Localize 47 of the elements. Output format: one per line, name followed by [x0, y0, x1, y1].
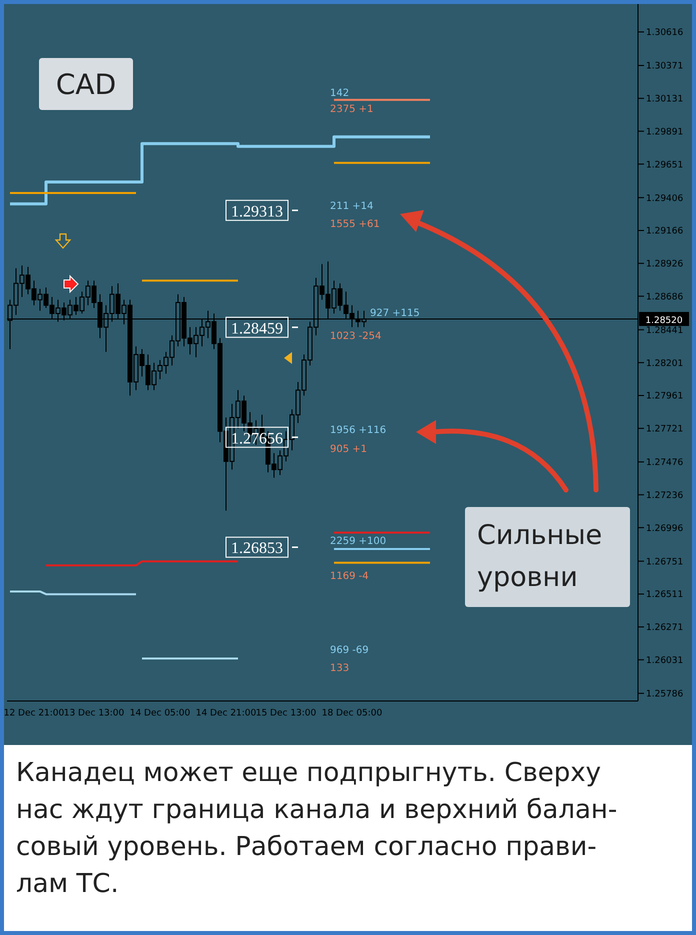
y-tick-label: 1.27476 [646, 458, 684, 468]
y-tick-label: 1.28926 [646, 260, 684, 270]
annotation: 211 +14 [330, 201, 374, 213]
y-tick-label: 1.26511 [646, 590, 684, 600]
annotation: 133 [330, 663, 350, 675]
x-tick-label: 15 Dec 13:00 [256, 708, 317, 718]
ref-line-label: 1.28459 [231, 320, 283, 338]
annotation: 2259 +100 [330, 536, 386, 548]
y-tick-label: 1.29166 [646, 226, 684, 237]
y-tick-label: 1.28201 [646, 358, 684, 369]
y-tick-label: 1.29891 [646, 127, 684, 138]
x-tick-label: 14 Dec 05:00 [130, 708, 191, 718]
text: CAD [39, 58, 133, 110]
annotation: 142 [330, 88, 350, 100]
ref-line-label: 1.29313 [231, 203, 283, 220]
annotation: 1023 -254 [330, 331, 382, 343]
annotation: 1555 +61 [330, 219, 380, 231]
ref-line-label: 1.28520 [645, 316, 683, 326]
annotation: 927 +115 [370, 308, 420, 320]
y-tick-label: 1.30371 [646, 62, 684, 72]
text: Сильные уровни [465, 507, 630, 607]
x-tick-label: 13 Dec 13:00 [64, 708, 125, 718]
y-tick-label: 1.26996 [646, 524, 684, 534]
y-tick-label: 1.28686 [646, 292, 684, 302]
y-tick-label: 1.26751 [646, 557, 684, 568]
y-tick-label: 1.29406 [646, 194, 684, 204]
y-tick-label: 1.27721 [646, 424, 684, 435]
y-tick-label: 1.25786 [646, 690, 684, 700]
x-tick-label: 14 Dec 21:00 [196, 708, 257, 718]
annotation: 905 +1 [330, 444, 368, 456]
text: Канадец может еще подпрыгнуть. Сверху нас ждут граница канала и верхний балан- совый уровень. Работаем согласно прави- лам ТС. [4, 745, 692, 931]
annotation: 2375 +1 [330, 104, 374, 116]
y-tick-label: 1.30131 [646, 94, 684, 105]
ref-line-label: 1.27656 [231, 430, 283, 448]
y-tick-label: 1.27961 [646, 392, 684, 402]
annotation: 1169 -4 [330, 571, 369, 583]
y-tick-label: 1.27236 [646, 490, 684, 501]
ref-line-label: 1.26853 [231, 540, 283, 558]
y-tick-label: 1.29651 [646, 160, 684, 170]
y-tick-label: 1.26271 [646, 623, 684, 634]
y-tick-label: 1.28441 [646, 326, 684, 336]
y-tick-label: 1.26031 [646, 656, 684, 666]
annotation: 1956 +116 [330, 425, 386, 437]
annotation: 969 -69 [330, 645, 369, 657]
y-tick-label: 1.30616 [646, 28, 684, 38]
x-tick-label: 12 Dec 21:00 [4, 708, 65, 718]
x-tick-label: 18 Dec 05:00 [322, 708, 383, 718]
